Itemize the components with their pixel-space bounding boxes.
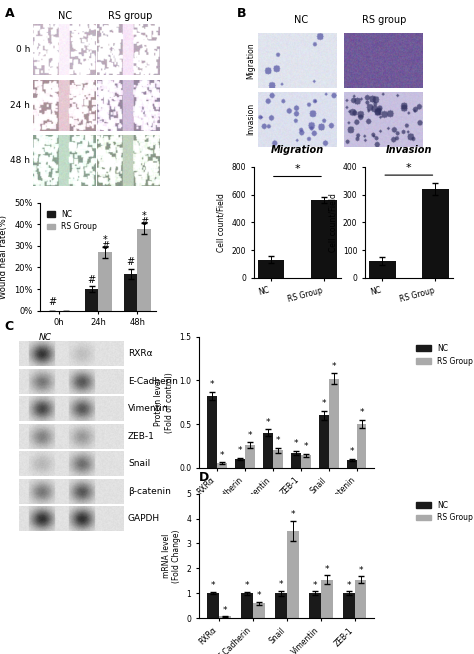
Bar xyxy=(343,593,355,618)
Bar xyxy=(369,262,395,278)
Text: *: * xyxy=(406,163,411,173)
Bar xyxy=(321,579,333,618)
Text: Snail: Snail xyxy=(128,459,150,468)
Bar xyxy=(207,396,217,468)
Bar xyxy=(263,433,273,468)
Bar xyxy=(235,459,245,468)
Text: RS group: RS group xyxy=(362,15,406,26)
Text: *: * xyxy=(293,439,298,449)
Text: RXRα: RXRα xyxy=(128,349,153,358)
Y-axis label: Wound heal rate(%): Wound heal rate(%) xyxy=(0,215,9,299)
Bar xyxy=(329,379,338,468)
Text: #: # xyxy=(140,217,148,227)
Text: *: * xyxy=(245,581,249,590)
Text: 0 h: 0 h xyxy=(16,45,30,54)
Bar xyxy=(311,200,337,278)
Text: RS group: RS group xyxy=(108,10,153,21)
Text: *: * xyxy=(256,591,261,600)
Text: *: * xyxy=(349,447,354,456)
Text: D: D xyxy=(199,471,210,484)
Bar xyxy=(217,463,227,468)
Bar xyxy=(422,189,449,278)
Text: NC: NC xyxy=(294,15,308,26)
Text: ZEB-1: ZEB-1 xyxy=(128,432,155,441)
Text: C: C xyxy=(5,320,14,334)
Text: *: * xyxy=(223,606,227,615)
Text: #: # xyxy=(48,298,56,307)
Text: E-Cadherin: E-Cadherin xyxy=(128,377,178,386)
Bar xyxy=(319,415,329,468)
Text: A: A xyxy=(5,7,14,20)
Bar xyxy=(219,616,231,618)
Text: *: * xyxy=(219,451,224,460)
Bar xyxy=(355,579,366,618)
Bar xyxy=(99,252,112,311)
Text: #: # xyxy=(101,241,109,250)
Title: Invasion: Invasion xyxy=(385,145,432,155)
Bar xyxy=(257,260,284,278)
Text: Migration: Migration xyxy=(246,42,255,79)
Bar xyxy=(241,593,253,618)
Bar xyxy=(357,424,366,468)
Bar xyxy=(207,593,219,618)
Bar xyxy=(273,450,283,468)
Text: *: * xyxy=(321,400,326,408)
Bar xyxy=(309,593,321,618)
Text: NC: NC xyxy=(38,333,52,341)
Text: *: * xyxy=(331,362,336,371)
Text: *: * xyxy=(265,418,270,426)
Text: *: * xyxy=(279,580,283,589)
Y-axis label: mRNA level
(Fold Change): mRNA level (Fold Change) xyxy=(162,529,181,583)
Bar xyxy=(347,460,357,468)
Text: RS group: RS group xyxy=(62,342,104,351)
Bar xyxy=(253,603,264,618)
Text: *: * xyxy=(211,581,215,591)
Text: *: * xyxy=(142,211,146,221)
Text: Vimentin: Vimentin xyxy=(128,404,169,413)
Text: *: * xyxy=(210,380,214,389)
Legend: NC, RS Group: NC, RS Group xyxy=(412,341,474,369)
Bar xyxy=(124,274,137,311)
Text: NC: NC xyxy=(58,10,72,21)
Text: #: # xyxy=(87,275,96,284)
Text: 24 h: 24 h xyxy=(10,101,30,110)
Text: β-catenin: β-catenin xyxy=(128,487,171,496)
Text: B: B xyxy=(237,7,246,20)
Legend: NC, RS Group: NC, RS Group xyxy=(44,207,100,235)
Text: *: * xyxy=(346,581,351,590)
Bar xyxy=(85,289,99,311)
Text: *: * xyxy=(247,431,252,439)
Text: *: * xyxy=(324,564,329,574)
Text: 48 h: 48 h xyxy=(10,156,30,165)
Y-axis label: Protein level
(Fold of control): Protein level (Fold of control) xyxy=(155,372,174,432)
Y-axis label: Cell count/Field: Cell count/Field xyxy=(328,193,337,252)
Text: Invasion: Invasion xyxy=(246,103,255,135)
Bar xyxy=(287,531,299,618)
Bar xyxy=(291,453,301,468)
Bar xyxy=(245,445,255,468)
Bar xyxy=(137,229,151,311)
Title: Migration: Migration xyxy=(271,145,324,155)
Text: GAPDH: GAPDH xyxy=(128,514,160,523)
Text: *: * xyxy=(359,408,364,417)
Text: *: * xyxy=(237,447,242,455)
Bar xyxy=(301,455,310,468)
Text: #: # xyxy=(127,257,135,267)
Text: *: * xyxy=(312,581,317,590)
Text: *: * xyxy=(103,235,108,245)
Text: *: * xyxy=(295,164,300,174)
Text: *: * xyxy=(291,510,295,519)
Bar xyxy=(275,593,287,618)
Y-axis label: Cell count/Field: Cell count/Field xyxy=(217,193,226,252)
Text: *: * xyxy=(275,436,280,445)
Text: *: * xyxy=(358,566,363,575)
Text: *: * xyxy=(303,442,308,451)
Legend: NC, RS Group: NC, RS Group xyxy=(412,498,474,526)
